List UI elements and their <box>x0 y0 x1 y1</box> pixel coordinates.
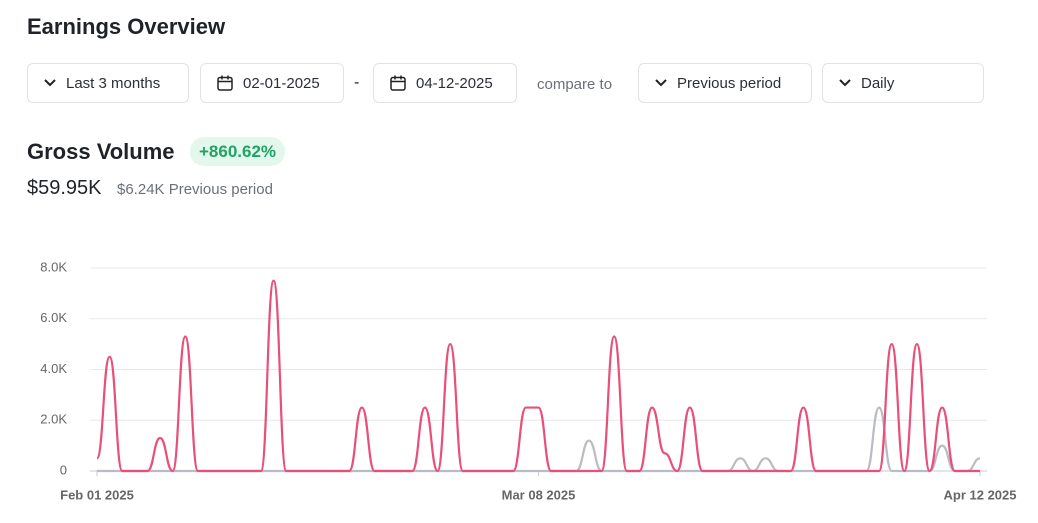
x-tick-label: Feb 01 2025 <box>60 487 134 502</box>
range-label: Last 3 months <box>66 74 161 92</box>
y-tick-label: 6.0K <box>40 310 67 325</box>
y-tick-label: 2.0K <box>40 412 67 427</box>
start-date[interactable]: 02-01-2025 <box>200 63 344 103</box>
calendar-icon <box>217 75 233 91</box>
calendar-icon <box>390 75 406 91</box>
x-tick-label: Apr 12 2025 <box>944 487 1017 502</box>
interval-value: Daily <box>861 74 895 92</box>
page-title: Earnings Overview <box>27 14 226 39</box>
chevron-icon <box>44 79 56 87</box>
compare-select[interactable]: Previous period <box>638 63 812 103</box>
date-separator: - <box>354 74 360 91</box>
metric-value: $59.95K <box>27 177 102 199</box>
y-tick-label: 4.0K <box>40 361 67 376</box>
chevron-icon <box>655 79 667 87</box>
compare-value: Previous period <box>677 74 782 92</box>
start-date-label: 02-01-2025 <box>243 74 320 92</box>
compare-label: compare to <box>537 76 613 93</box>
change-badge: +860.62% <box>190 137 286 166</box>
metric-title: Gross Volume <box>27 139 175 164</box>
chevron-icon <box>839 79 851 87</box>
series-line <box>97 406 981 473</box>
range-select[interactable]: Last 3 months <box>27 63 189 103</box>
metric-previous: $6.24K Previous period <box>117 181 273 198</box>
end-date-label: 04-12-2025 <box>416 74 493 92</box>
end-date[interactable]: 04-12-2025 <box>373 63 517 103</box>
y-tick-label: 0 <box>60 462 67 477</box>
interval-select[interactable]: Daily <box>822 63 984 103</box>
x-tick-label: Mar 08 2025 <box>502 487 576 502</box>
y-tick-label: 8.0K <box>40 259 67 274</box>
series-line <box>95 279 980 473</box>
